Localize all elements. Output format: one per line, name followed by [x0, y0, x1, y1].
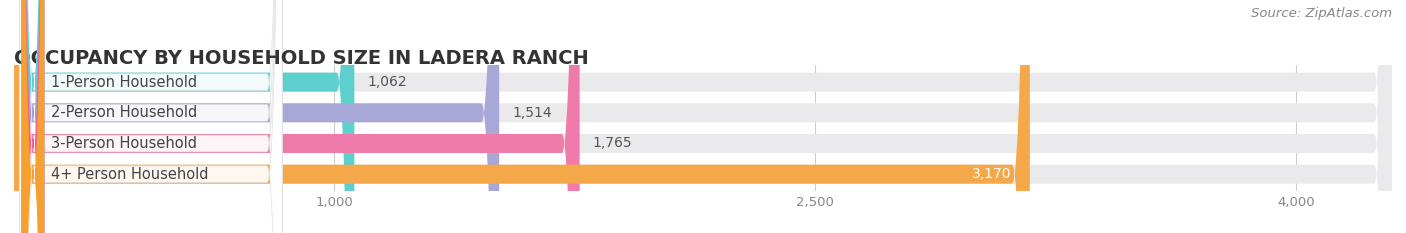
- FancyBboxPatch shape: [21, 0, 44, 233]
- FancyBboxPatch shape: [14, 0, 1392, 233]
- Text: 2-Person Household: 2-Person Household: [51, 105, 197, 120]
- Text: Source: ZipAtlas.com: Source: ZipAtlas.com: [1251, 7, 1392, 20]
- Text: 1,062: 1,062: [367, 75, 406, 89]
- Text: 3-Person Household: 3-Person Household: [51, 136, 197, 151]
- Text: 3,170: 3,170: [972, 167, 1012, 181]
- Text: OCCUPANCY BY HOUSEHOLD SIZE IN LADERA RANCH: OCCUPANCY BY HOUSEHOLD SIZE IN LADERA RA…: [14, 49, 589, 68]
- FancyBboxPatch shape: [21, 0, 44, 233]
- FancyBboxPatch shape: [20, 0, 283, 233]
- FancyBboxPatch shape: [14, 0, 1392, 233]
- FancyBboxPatch shape: [21, 0, 44, 233]
- FancyBboxPatch shape: [14, 0, 1392, 233]
- FancyBboxPatch shape: [20, 0, 283, 233]
- Text: 1-Person Household: 1-Person Household: [51, 75, 197, 90]
- Text: 4+ Person Household: 4+ Person Household: [51, 167, 208, 182]
- FancyBboxPatch shape: [20, 0, 283, 233]
- FancyBboxPatch shape: [14, 0, 1392, 233]
- FancyBboxPatch shape: [21, 0, 44, 233]
- FancyBboxPatch shape: [14, 0, 354, 233]
- Text: 1,765: 1,765: [592, 137, 633, 151]
- FancyBboxPatch shape: [20, 0, 283, 233]
- Text: 1,514: 1,514: [512, 106, 551, 120]
- FancyBboxPatch shape: [14, 0, 579, 233]
- FancyBboxPatch shape: [14, 0, 499, 233]
- FancyBboxPatch shape: [14, 0, 1029, 233]
